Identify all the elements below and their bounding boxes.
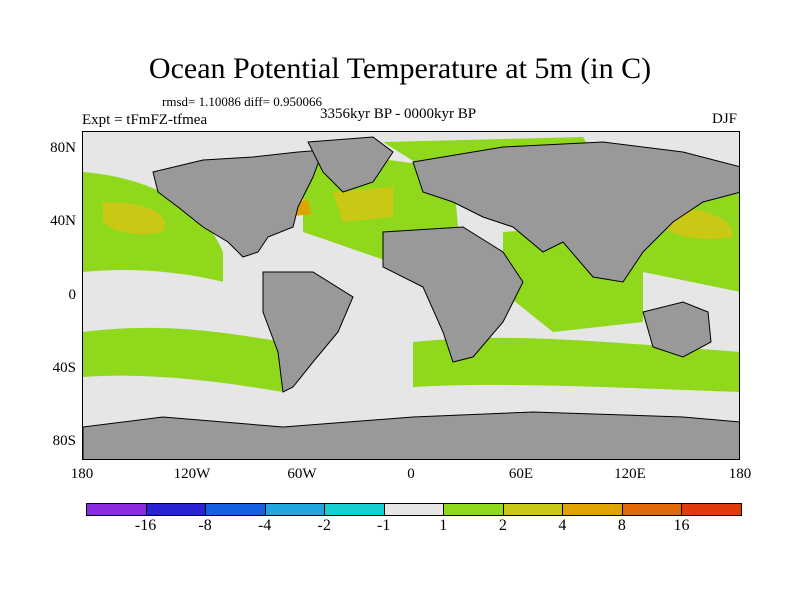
y-label-40s: 40S — [52, 360, 76, 376]
legend-tick-label: 8 — [617, 517, 626, 534]
x-label-120e: 120E — [614, 466, 646, 482]
legend-tick-label: -16 — [134, 517, 157, 534]
legend-swatch — [562, 503, 623, 516]
season-label: DJF — [712, 111, 738, 127]
legend-swatch — [86, 503, 147, 516]
legend-tick-label: -8 — [198, 517, 212, 534]
y-label-80s: 80S — [52, 433, 76, 449]
x-label-60e: 60E — [508, 466, 534, 482]
legend-swatch — [264, 503, 326, 516]
x-label-180e: 180 — [728, 466, 752, 482]
legend-swatch — [502, 503, 564, 516]
legend-swatch — [205, 503, 266, 516]
stats-text: rmsd= 1.10086 diff= 0.950066 — [162, 94, 322, 109]
legend-swatch — [145, 503, 207, 516]
map-title: Ocean Potential Temperature at 5m (in C) — [148, 52, 652, 85]
land-masses — [83, 136, 739, 459]
legend-tick-label: 16 — [673, 517, 690, 534]
map-panel — [82, 131, 740, 460]
y-label-0: 0 — [68, 287, 77, 303]
legend-swatch — [621, 503, 683, 516]
color-legend — [86, 503, 742, 516]
legend-swatch — [443, 503, 504, 516]
period-label: 3356kyr BP - 0000kyr BP — [320, 106, 477, 122]
x-label-0: 0 — [407, 466, 415, 482]
legend-swatch — [324, 503, 385, 516]
x-label-180w: 180 — [70, 466, 94, 482]
legend-tick-label: 1 — [439, 517, 448, 534]
temperature-map — [83, 136, 739, 459]
x-label-60w: 60W — [287, 466, 317, 482]
y-label-80n: 80N — [50, 140, 76, 156]
experiment-label: Expt = tFmFZ-tfmea — [82, 112, 208, 128]
legend-swatch — [383, 503, 445, 516]
legend-tick-label: -4 — [257, 517, 272, 534]
legend-tick-label: -1 — [377, 517, 391, 534]
legend-tick-label: -2 — [317, 517, 331, 534]
y-label-40n: 40N — [50, 213, 76, 229]
x-label-120w: 120W — [173, 466, 211, 482]
legend-tick-label: 2 — [498, 517, 507, 534]
legend-tick-label: 4 — [558, 517, 567, 534]
legend-swatch — [681, 503, 742, 516]
